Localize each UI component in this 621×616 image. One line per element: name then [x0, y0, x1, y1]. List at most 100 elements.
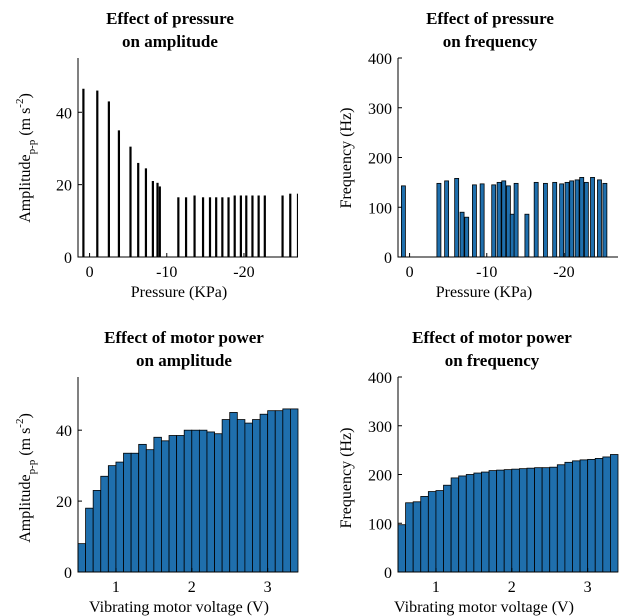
bar	[479, 183, 485, 258]
bar	[472, 184, 477, 258]
bar	[191, 429, 200, 573]
panel-4-y-axis-label: Frequency (Hz)	[338, 428, 355, 529]
x-tick-label: 0	[406, 264, 414, 281]
bar	[501, 180, 507, 258]
panel-motor-amplitude: Effect of motor power on amplitude 0 20 40…	[14, 328, 299, 616]
bar	[82, 88, 85, 257]
bar	[153, 436, 162, 573]
bar	[130, 452, 140, 573]
bar	[496, 469, 505, 573]
bar	[176, 435, 185, 573]
y-tick-label: 400	[368, 51, 392, 68]
panel-3-y-axis-label: Amplitudep-p (m s-2)	[14, 413, 38, 543]
bar	[244, 422, 253, 573]
bar	[556, 464, 566, 573]
bar	[85, 507, 94, 573]
y-tick-label: 400	[368, 370, 392, 387]
x-tick-label: 1	[432, 579, 440, 596]
x-tick-label: 3	[584, 579, 592, 596]
bar	[564, 181, 570, 258]
bar	[263, 195, 266, 257]
panel-3-x-axis-label: Vibrating motor voltage (V)	[89, 599, 269, 616]
y-tick-label: 40	[56, 105, 72, 122]
panel-1-y-label-main: Amplitude	[17, 154, 34, 222]
y-tick-label: 300	[368, 419, 392, 436]
bar	[491, 184, 497, 258]
panel-3-title-line-2: on amplitude	[136, 351, 232, 370]
panel-1-plot-area: 0 20 40 0 -10 -20	[56, 58, 298, 281]
bar	[239, 195, 242, 257]
bar	[201, 197, 205, 257]
y-tick-label: 200	[368, 468, 392, 485]
bar	[509, 213, 515, 258]
bar	[552, 181, 558, 258]
bar	[583, 181, 589, 258]
bar	[156, 182, 159, 257]
bar	[465, 474, 475, 573]
bar	[257, 195, 260, 257]
bar	[183, 429, 193, 573]
y-tick-label: 300	[368, 101, 392, 118]
bar	[145, 449, 155, 573]
panel-3-plot-area: 0 20 40 1 2 3	[56, 377, 299, 596]
x-tick-label: 3	[264, 579, 272, 596]
y-tick-label: 40	[56, 423, 72, 440]
panel-4-plot-area: 0 100 200 300 400 1 2 3	[368, 370, 619, 596]
bar	[251, 195, 254, 257]
panel-1-title-line-2: on amplitude	[122, 32, 218, 51]
bar	[206, 431, 215, 573]
bar	[227, 197, 230, 257]
bar	[184, 197, 188, 257]
bar	[524, 213, 530, 258]
panel-2-title-line-2: on frequency	[443, 32, 538, 51]
panel-4-x-axis-label: Vibrating motor voltage (V)	[394, 599, 574, 616]
bar	[144, 168, 148, 257]
bar	[579, 176, 585, 258]
bar	[158, 186, 161, 257]
bar	[397, 524, 406, 573]
bar	[454, 177, 460, 258]
panel-2-x-axis-label: Pressure (KPa)	[436, 284, 532, 301]
panel-1-y-label-unit: (m s	[17, 108, 34, 136]
bar	[221, 197, 224, 257]
bar	[215, 197, 218, 257]
bar	[138, 443, 147, 573]
bar	[267, 410, 276, 573]
bar	[401, 185, 406, 258]
bar	[208, 197, 212, 257]
panel-2-title-line-1: Effect of pressure	[426, 9, 554, 28]
bar	[193, 195, 196, 257]
bar	[496, 181, 502, 258]
panel-3-y-label-superscript: -2	[14, 419, 26, 428]
bar	[177, 197, 180, 257]
y-tick-label: 200	[368, 151, 392, 168]
bar	[569, 180, 575, 258]
bar	[412, 501, 422, 573]
bar	[427, 491, 437, 573]
y-tick-label: 0	[384, 565, 392, 582]
bar	[107, 101, 110, 257]
y-tick-label: 0	[384, 250, 392, 267]
bar	[518, 468, 528, 573]
bar	[488, 470, 498, 573]
bar	[564, 461, 573, 573]
bar	[559, 183, 565, 258]
x-tick-label: 2	[188, 579, 196, 596]
bar	[214, 433, 223, 573]
y-tick-label: 20	[56, 178, 72, 195]
bar	[161, 440, 170, 573]
x-tick-label: -20	[553, 264, 574, 281]
x-tick-label: 0	[86, 264, 94, 281]
panel-3-title-line-1: Effect of motor power	[104, 328, 264, 347]
panel-4-title-line-1: Effect of motor power	[412, 328, 572, 347]
panel-1-y-label-superscript: -2	[14, 99, 26, 108]
bar	[198, 429, 208, 573]
bar	[129, 146, 132, 257]
panel-1-y-label-close: )	[17, 93, 34, 98]
bar	[229, 412, 238, 573]
bar	[115, 461, 124, 573]
bar	[245, 195, 248, 257]
panel-pressure-frequency: Effect of pressure on frequency 0 100 200 3…	[338, 9, 618, 301]
panel-pressure-amplitude: Effect of pressure on amplitude 0 20 40 0 -1…	[14, 9, 298, 301]
